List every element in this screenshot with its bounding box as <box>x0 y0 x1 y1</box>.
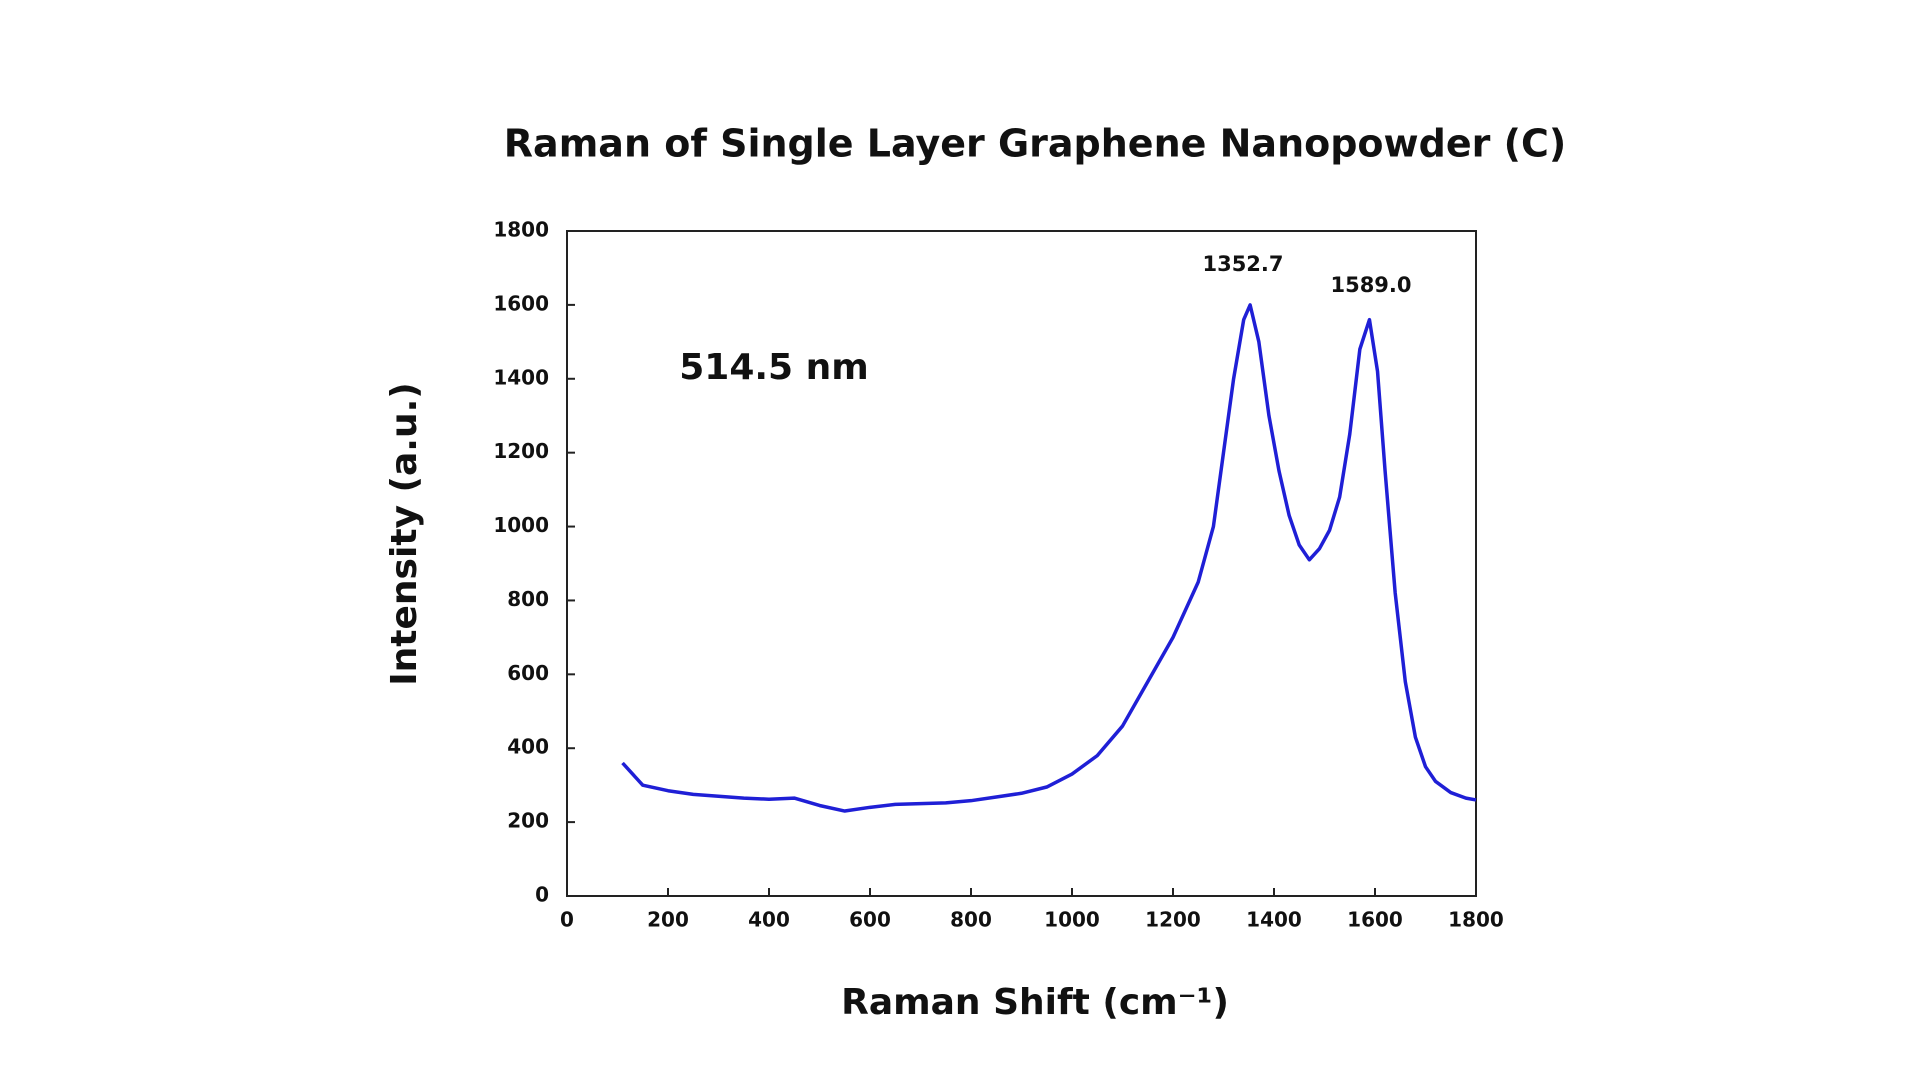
x-tick-label: 400 <box>748 908 790 932</box>
y-tick-label: 1000 <box>493 513 549 537</box>
x-tick-label: 1800 <box>1448 908 1504 932</box>
spectrum-line <box>621 303 1477 813</box>
x-tick-label: 1200 <box>1145 908 1201 932</box>
y-tick-label: 0 <box>535 883 549 907</box>
x-tick-label: 1600 <box>1347 908 1403 932</box>
y-tick-label: 1200 <box>493 439 549 463</box>
chart-title: Raman of Single Layer Graphene Nanopowde… <box>504 122 1566 166</box>
y-tick-label: 600 <box>507 661 549 685</box>
y-tick-label: 400 <box>507 735 549 759</box>
peak-annotation: 1352.7 <box>1202 252 1283 276</box>
x-tick-label: 200 <box>647 908 689 932</box>
wavelength-annotation: 514.5 nm <box>679 347 869 388</box>
x-tick-label: 1400 <box>1246 908 1302 932</box>
x-tick-label: 1000 <box>1044 908 1100 932</box>
x-tick-label: 0 <box>560 908 574 932</box>
y-tick-label: 1400 <box>493 365 549 389</box>
y-tick-label: 200 <box>507 809 549 833</box>
plot-frame <box>566 230 1477 897</box>
y-tick-label: 1600 <box>493 291 549 315</box>
x-axis-label: Raman Shift (cm⁻¹) <box>841 982 1229 1023</box>
x-tick-label: 800 <box>950 908 992 932</box>
peak-annotation: 1589.0 <box>1330 273 1411 297</box>
x-tick-label: 600 <box>849 908 891 932</box>
y-tick-label: 1800 <box>493 218 549 242</box>
y-tick-label: 800 <box>507 587 549 611</box>
y-axis-label: Intensity (a.u.) <box>384 382 425 685</box>
